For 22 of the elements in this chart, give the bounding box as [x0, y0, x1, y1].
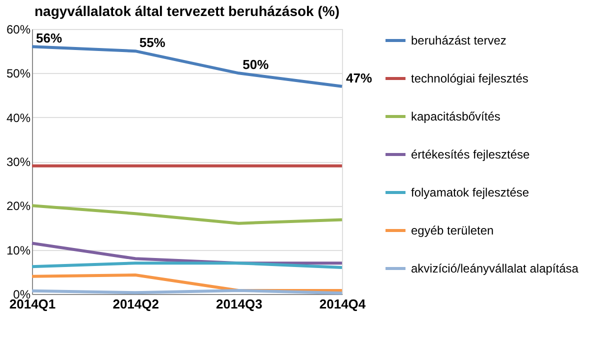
y-tick-label: 10% [6, 243, 31, 258]
legend-label: akvizíció/leányvállalat alapítása [411, 262, 579, 276]
chart-title: nagyvállalatok által tervezett beruházások (%) [34, 3, 340, 19]
y-tick-label: 30% [6, 155, 31, 169]
legend-label: értékesítés fejlesztése [411, 148, 530, 162]
y-tick-label: 50% [6, 66, 31, 81]
legend-label: technológiai fejlesztés [411, 72, 528, 86]
legend-label: folyamatok fejlesztése [411, 186, 530, 200]
data-label: 47% [346, 70, 372, 86]
x-tick-label: 2014Q2 [112, 296, 159, 312]
line-series [30, 204, 344, 225]
legend-label: egyéb területen [411, 224, 494, 238]
x-tick-label: 2014Q4 [319, 296, 366, 312]
data-label: 56% [36, 30, 62, 46]
y-tick-label: 60% [6, 22, 31, 36]
y-tick-label: 40% [6, 110, 31, 125]
data-label: 55% [139, 35, 166, 50]
y-tick-label: 20% [6, 199, 31, 214]
x-tick-label: 2014Q3 [216, 296, 262, 312]
legend-label: kapacitásbővítés [411, 110, 500, 124]
data-label: 50% [242, 57, 270, 72]
legend-label: beruházást tervez [411, 34, 506, 48]
